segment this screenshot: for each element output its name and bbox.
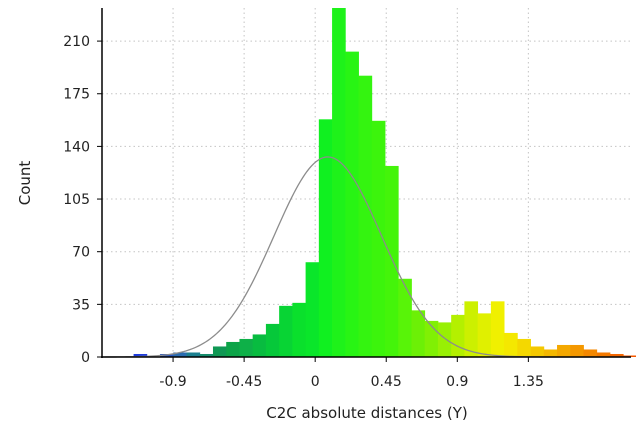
histogram-bar-26 [477, 313, 492, 357]
histogram-bar-34 [583, 349, 598, 357]
y-axis-label: Count [16, 161, 34, 206]
histogram-bar-36 [609, 353, 624, 357]
histogram-bar-0 [133, 353, 148, 357]
histogram-bar-6 [212, 346, 227, 357]
y-tick-label-3: 105 [63, 192, 90, 208]
histogram-bar-23 [437, 322, 452, 357]
axes [97, 8, 631, 362]
histogram-bar-24 [451, 314, 465, 357]
y-tick-label-4: 140 [63, 139, 90, 155]
x-tick-label-2: 0 [311, 374, 320, 390]
histogram-bar-27 [490, 301, 505, 357]
histogram-bar-37 [623, 355, 636, 357]
y-tick-label-1: 35 [72, 297, 90, 313]
histogram-bar-11 [279, 305, 293, 357]
tick-labels: -0.9 -0.45 0 0.45 0.9 1.35 0 35 70 105 140 175 210 [63, 34, 544, 390]
x-tick-label-5: 1.35 [513, 374, 544, 390]
histogram-bars [133, 8, 636, 357]
histogram-bar-3 [173, 352, 187, 357]
histogram-bar-17 [358, 75, 373, 357]
x-tick-label-4: 0.9 [446, 374, 468, 390]
histogram-bar-10 [265, 323, 280, 357]
y-tick-label-5: 175 [63, 87, 90, 103]
histogram-bar-28 [504, 332, 518, 357]
histogram-bar-35 [596, 352, 611, 357]
histogram-bar-13 [305, 262, 320, 357]
histogram-bar-18 [371, 120, 386, 357]
x-tick-label-0: -0.9 [159, 374, 186, 390]
histogram-bar-32 [557, 344, 571, 357]
histogram-bar-8 [239, 338, 254, 357]
histogram-bar-14 [318, 119, 333, 357]
histogram-bar-9 [252, 334, 267, 357]
x-tick-label-3: 0.45 [371, 374, 402, 390]
histogram-bar-29 [517, 338, 531, 357]
histogram-bar-19 [385, 165, 399, 357]
histogram-bar-12 [292, 302, 307, 357]
histogram-bar-15 [332, 8, 346, 357]
x-axis-label: C2C absolute distances (Y) [266, 404, 468, 422]
histogram-bar-2 [160, 353, 174, 357]
histogram-bar-30 [530, 346, 545, 357]
histogram-bar-7 [226, 341, 240, 357]
histogram-bar-20 [398, 278, 412, 357]
y-tick-label-2: 70 [72, 245, 90, 261]
histogram-bar-25 [464, 301, 479, 357]
y-tick-label-0: 0 [81, 350, 90, 366]
y-tick-label-6: 210 [63, 34, 90, 50]
histogram-bar-33 [570, 344, 584, 357]
histogram-bar-4 [186, 352, 201, 357]
histogram-bar-5 [199, 353, 214, 357]
histogram-bar-21 [411, 310, 426, 357]
histogram-bar-16 [345, 51, 359, 357]
histogram-bar-31 [543, 349, 558, 357]
x-tick-label-1: -0.45 [226, 374, 262, 390]
